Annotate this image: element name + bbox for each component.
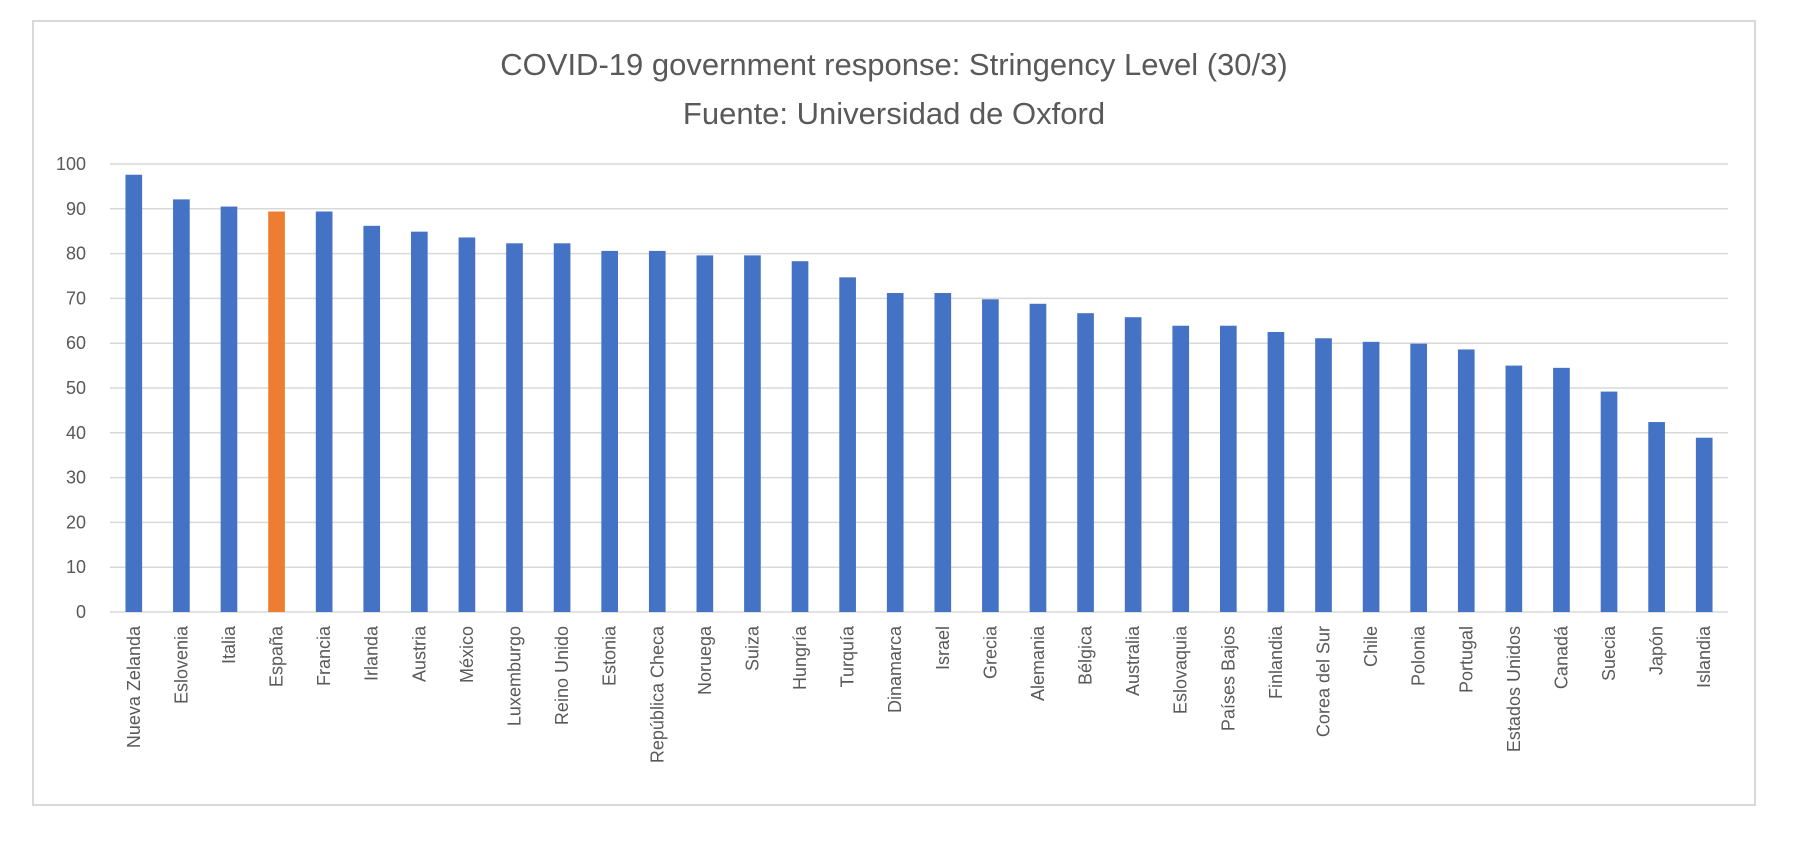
bar [1410, 343, 1428, 612]
x-category-label: Austria [409, 625, 429, 682]
x-category-label: Polonia [1409, 625, 1429, 686]
bar [1695, 437, 1713, 612]
bar [220, 206, 238, 612]
y-tick-label: 30 [66, 468, 86, 488]
x-category-label: Alemania [1028, 625, 1048, 701]
y-tick-label: 40 [66, 423, 86, 443]
y-tick-label: 80 [66, 244, 86, 264]
x-category-label: Noruega [695, 625, 715, 695]
x-category-label: Estonia [600, 625, 620, 686]
bar [173, 199, 190, 612]
x-category-label: Estados Unidos [1504, 626, 1524, 752]
bar [363, 225, 381, 612]
x-category-label: Hungría [790, 625, 810, 690]
bar [1505, 365, 1523, 612]
x-category-label: Irlanda [362, 625, 382, 681]
y-tick-label: 20 [66, 512, 86, 532]
bar [839, 277, 856, 612]
y-tick-label: 100 [56, 154, 86, 174]
bar [601, 250, 619, 613]
x-category-label: Japón [1647, 626, 1667, 675]
bar [553, 243, 571, 612]
bar [1077, 313, 1094, 612]
x-category-label: Grecia [980, 625, 1000, 679]
bar [886, 293, 904, 612]
x-category-label: México [457, 626, 477, 683]
x-category-label: Islandia [1694, 625, 1714, 688]
bar [791, 261, 809, 612]
bar [1219, 325, 1237, 612]
chart-title: COVID-19 government response: Stringency… [500, 47, 1287, 82]
x-category-label: España [267, 625, 287, 687]
x-category-label: Finlandia [1266, 625, 1286, 699]
bar [1457, 349, 1475, 612]
x-category-label: Suiza [742, 625, 762, 671]
bar [648, 250, 666, 613]
bar [125, 174, 143, 612]
bar [934, 293, 952, 612]
x-category-label: Canadá [1551, 625, 1571, 689]
bar [1553, 367, 1570, 612]
y-tick-label: 10 [66, 557, 86, 577]
bar [1172, 325, 1190, 612]
x-category-label: Bélgica [1076, 625, 1096, 685]
x-category-label: Reino Unido [552, 626, 572, 725]
bar [1124, 317, 1142, 612]
x-category-label: Dinamarca [885, 625, 905, 713]
x-category-label: Francia [314, 625, 334, 686]
x-category-label: Corea del Sur [1314, 626, 1334, 737]
y-tick-label: 0 [76, 602, 86, 622]
x-category-label: Turquía [838, 625, 858, 687]
y-tick-label: 70 [66, 288, 86, 308]
bar [1362, 341, 1380, 612]
bar [744, 255, 761, 612]
bar [1600, 391, 1618, 612]
bar [1648, 422, 1665, 612]
bar [268, 211, 285, 612]
y-tick-label: 60 [66, 333, 86, 353]
bar [315, 211, 333, 612]
bar [410, 231, 428, 612]
bar [506, 243, 523, 612]
x-category-label: Australia [1123, 625, 1143, 696]
bar [1267, 332, 1285, 612]
y-tick-label: 90 [66, 199, 86, 219]
bar [696, 255, 714, 612]
bar [982, 299, 999, 612]
chart-subtitle: Fuente: Universidad de Oxford [683, 96, 1105, 131]
x-category-label: Países Bajos [1218, 626, 1238, 731]
x-category-label: Suecia [1599, 625, 1619, 681]
x-category-label: Eslovaquia [1171, 625, 1191, 714]
bar [458, 237, 476, 613]
x-category-label: Chile [1361, 626, 1381, 667]
y-tick-label: 50 [66, 378, 86, 398]
x-category-label: Nueva Zelanda [124, 625, 144, 748]
x-category-label: Eslovenia [171, 625, 191, 704]
x-category-label: Luxemburgo [505, 626, 525, 726]
x-category-label: Portugal [1456, 626, 1476, 693]
x-category-label: Israel [933, 626, 953, 670]
x-category-label: Italia [219, 625, 239, 664]
bar [1029, 303, 1047, 612]
x-category-label: República Checa [647, 625, 667, 763]
bar [1315, 338, 1332, 612]
